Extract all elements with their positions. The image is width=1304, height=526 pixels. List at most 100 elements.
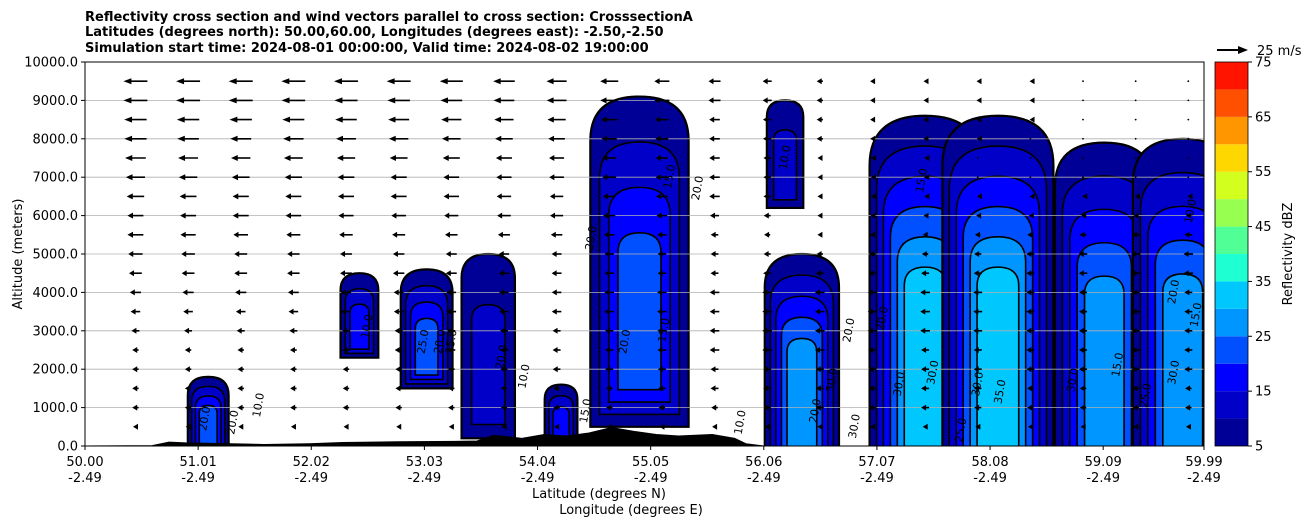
wind-vector-head [180,212,186,219]
wind-vector-head [182,289,188,296]
chart-title-line-2: Latitudes (degrees north): 50.00,60.00, … [85,25,664,40]
wind-vector-head [390,193,397,200]
wind-vector-head [181,251,187,257]
wind-vector-head [339,231,345,238]
x-tick-label-lon: -2.49 [521,471,555,486]
colorbar-tick-label: 15 [1255,385,1272,400]
wind-vector-head [974,404,980,411]
wind-vector-head [546,78,554,85]
x-tick-label-lat: 59.99 [1185,455,1222,470]
wind-vector-head [392,270,398,277]
x-tick-label-lon: -2.49 [634,471,668,486]
wind-vector-head [1026,366,1032,373]
wind-vector-head [1131,308,1137,315]
colorbar-tick-label: 45 [1255,220,1272,235]
wind-vector-head [1080,423,1086,430]
wind-vector-head [658,385,664,392]
wind-vector-head [921,251,927,257]
wind-vector-head [342,347,348,353]
wind-vector-head [816,116,822,123]
contour-band [349,303,370,351]
wind-vector-head [870,78,876,85]
wind-vector-head [551,308,557,315]
wind-vector-dot [1134,137,1137,140]
wind-vector-head [1132,404,1138,411]
wind-vector-head [763,212,769,219]
wind-vector-head [392,251,398,257]
wind-vector-head [124,116,133,123]
wind-vector-head [1185,423,1191,430]
wind-vector-head [289,347,295,353]
wind-vector-head [499,347,505,353]
colorbar-frame [1214,61,1249,447]
wind-vector-head [284,174,291,181]
x-tick-label-lat: 54.04 [519,455,556,470]
wind-vector-head [340,270,346,277]
contour-label: 10.0 [359,313,376,339]
contour-label: 15.0 [443,329,460,355]
wind-vector-head [816,97,822,104]
wind-vector-head [710,270,716,277]
wind-vector-dot [1187,118,1190,121]
wind-vector-head [395,366,401,373]
y-tick-label: 4000.0 [33,286,79,301]
wind-vector-head [290,404,296,411]
wind-vector-head [655,135,661,142]
wind-vector-head [390,174,397,181]
wind-vector-head [448,385,454,392]
wind-vector-head [815,270,821,277]
wind-vector-head [1078,270,1084,277]
wind-vector-head [868,404,874,411]
wind-vector-dot [1134,80,1137,83]
wind-vector-head [1079,366,1085,373]
wind-vector-head [763,270,769,277]
wind-vector-head [552,327,558,334]
wind-vector-head [815,366,821,373]
x-axis-label-2: Longitude (degrees E) [559,503,703,518]
wind-vector-head [1026,251,1032,257]
wind-vector-head [921,385,927,392]
wind-vector-dot [1082,80,1084,83]
wind-vector-head [439,78,448,85]
wind-vector-head [920,308,926,315]
wind-vector-dot [1134,176,1137,179]
wind-vector-head [604,251,610,257]
wind-vector-head [1134,193,1140,200]
wind-vector-head [493,97,501,104]
wind-vector-head [126,193,133,200]
y-tick-label: 8000.0 [33,132,79,147]
wind-vector-head [655,193,661,200]
wind-vector-head [921,270,927,277]
colorbar-tick-label: 75 [1255,56,1272,71]
wind-vector-head [1027,385,1033,392]
wind-vectors [123,78,1194,430]
wind-vector-head [281,97,290,104]
reflectivity-contours [186,95,1204,446]
wind-vector-dot [1134,118,1137,121]
x-tick-label-lon: -2.49 [294,471,328,486]
wind-vector-head [441,116,449,123]
wind-vector-head [762,116,768,123]
wind-vector-head [710,251,716,257]
wind-vector-head [817,423,823,430]
wind-vector-head [600,116,607,123]
wind-vector-head [236,327,242,334]
wind-vector-head [393,289,399,296]
wind-vector-head [762,289,768,296]
x-tick-label-lat: 53.03 [406,455,443,470]
wind-vector-head [973,308,979,315]
y-axis-ticks: 0.0 1000.0 2000.0 3000.0 4000.0 5000.0 6000.0 7… [24,56,85,455]
contour-label: 10.0 [732,409,749,435]
wind-vector-head [816,135,822,142]
wind-vector-head [184,385,190,392]
wind-vector-head [868,385,874,392]
wind-vector-head [605,347,611,353]
wind-vector-head [337,193,344,200]
wind-vector-head [976,78,982,85]
wind-vector-head [1026,270,1032,277]
wind-vector-head [445,270,451,277]
colorbar-swatch [1215,144,1248,172]
wind-vector-head [391,212,397,219]
wind-vector-head [499,308,505,315]
wind-vector-head [1131,347,1137,353]
